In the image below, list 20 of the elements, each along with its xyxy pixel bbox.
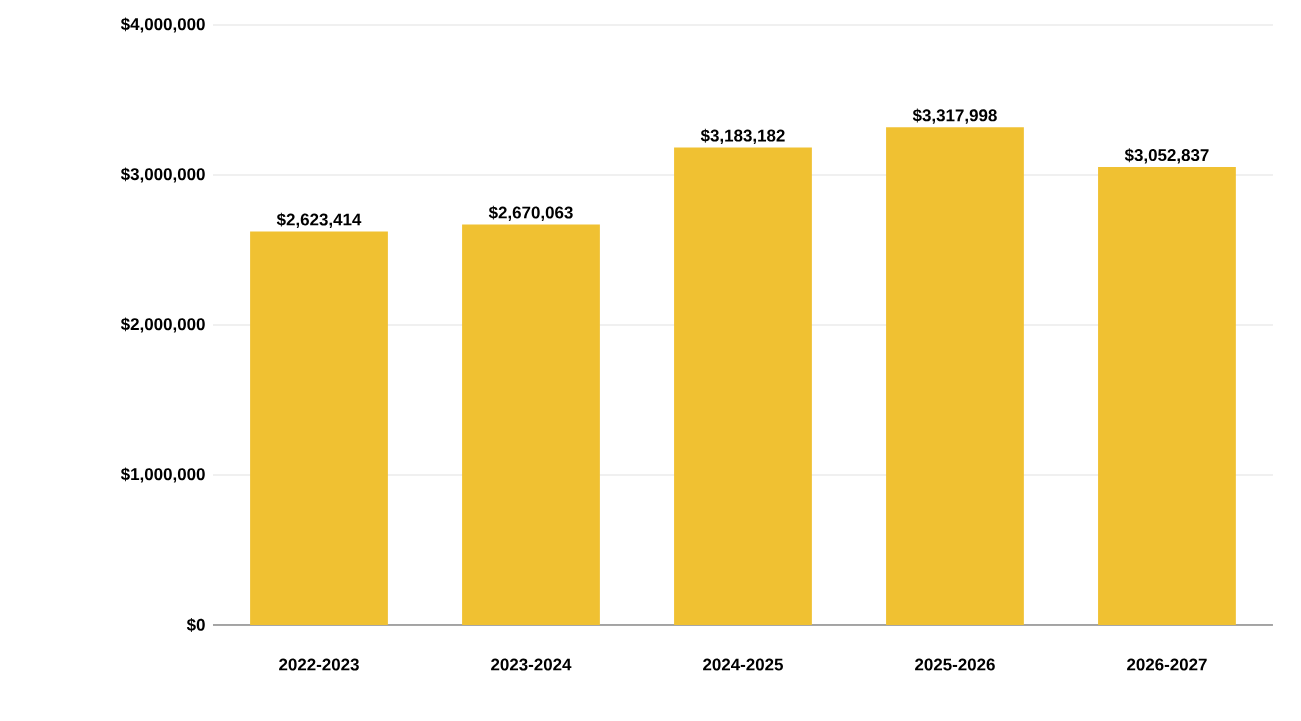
bar <box>250 231 388 625</box>
y-tick-label: $0 <box>186 618 205 632</box>
data-label: $3,317,998 <box>912 108 997 124</box>
bar <box>1098 167 1236 625</box>
y-tick-label: $4,000,000 <box>120 17 205 33</box>
bar <box>886 127 1024 625</box>
data-label: $2,623,414 <box>276 212 362 228</box>
y-tick-label: $1,000,000 <box>120 467 205 483</box>
x-tick-label: 2025-2026 <box>915 658 995 671</box>
y-tick-label: $2,000,000 <box>120 317 205 333</box>
y-tick-label: $3,000,000 <box>120 167 205 183</box>
x-tick-label: 2026-2027 <box>1127 658 1207 671</box>
data-label: $3,183,182 <box>700 128 785 144</box>
bar <box>674 147 812 625</box>
bar <box>462 224 600 625</box>
x-tick-label: 2023-2024 <box>491 658 572 671</box>
x-tick-label: 2024-2025 <box>703 658 783 671</box>
data-label: $2,670,063 <box>488 205 573 221</box>
x-tick-label: 2022-2023 <box>279 658 359 671</box>
data-label: $3,052,837 <box>1124 148 1209 164</box>
